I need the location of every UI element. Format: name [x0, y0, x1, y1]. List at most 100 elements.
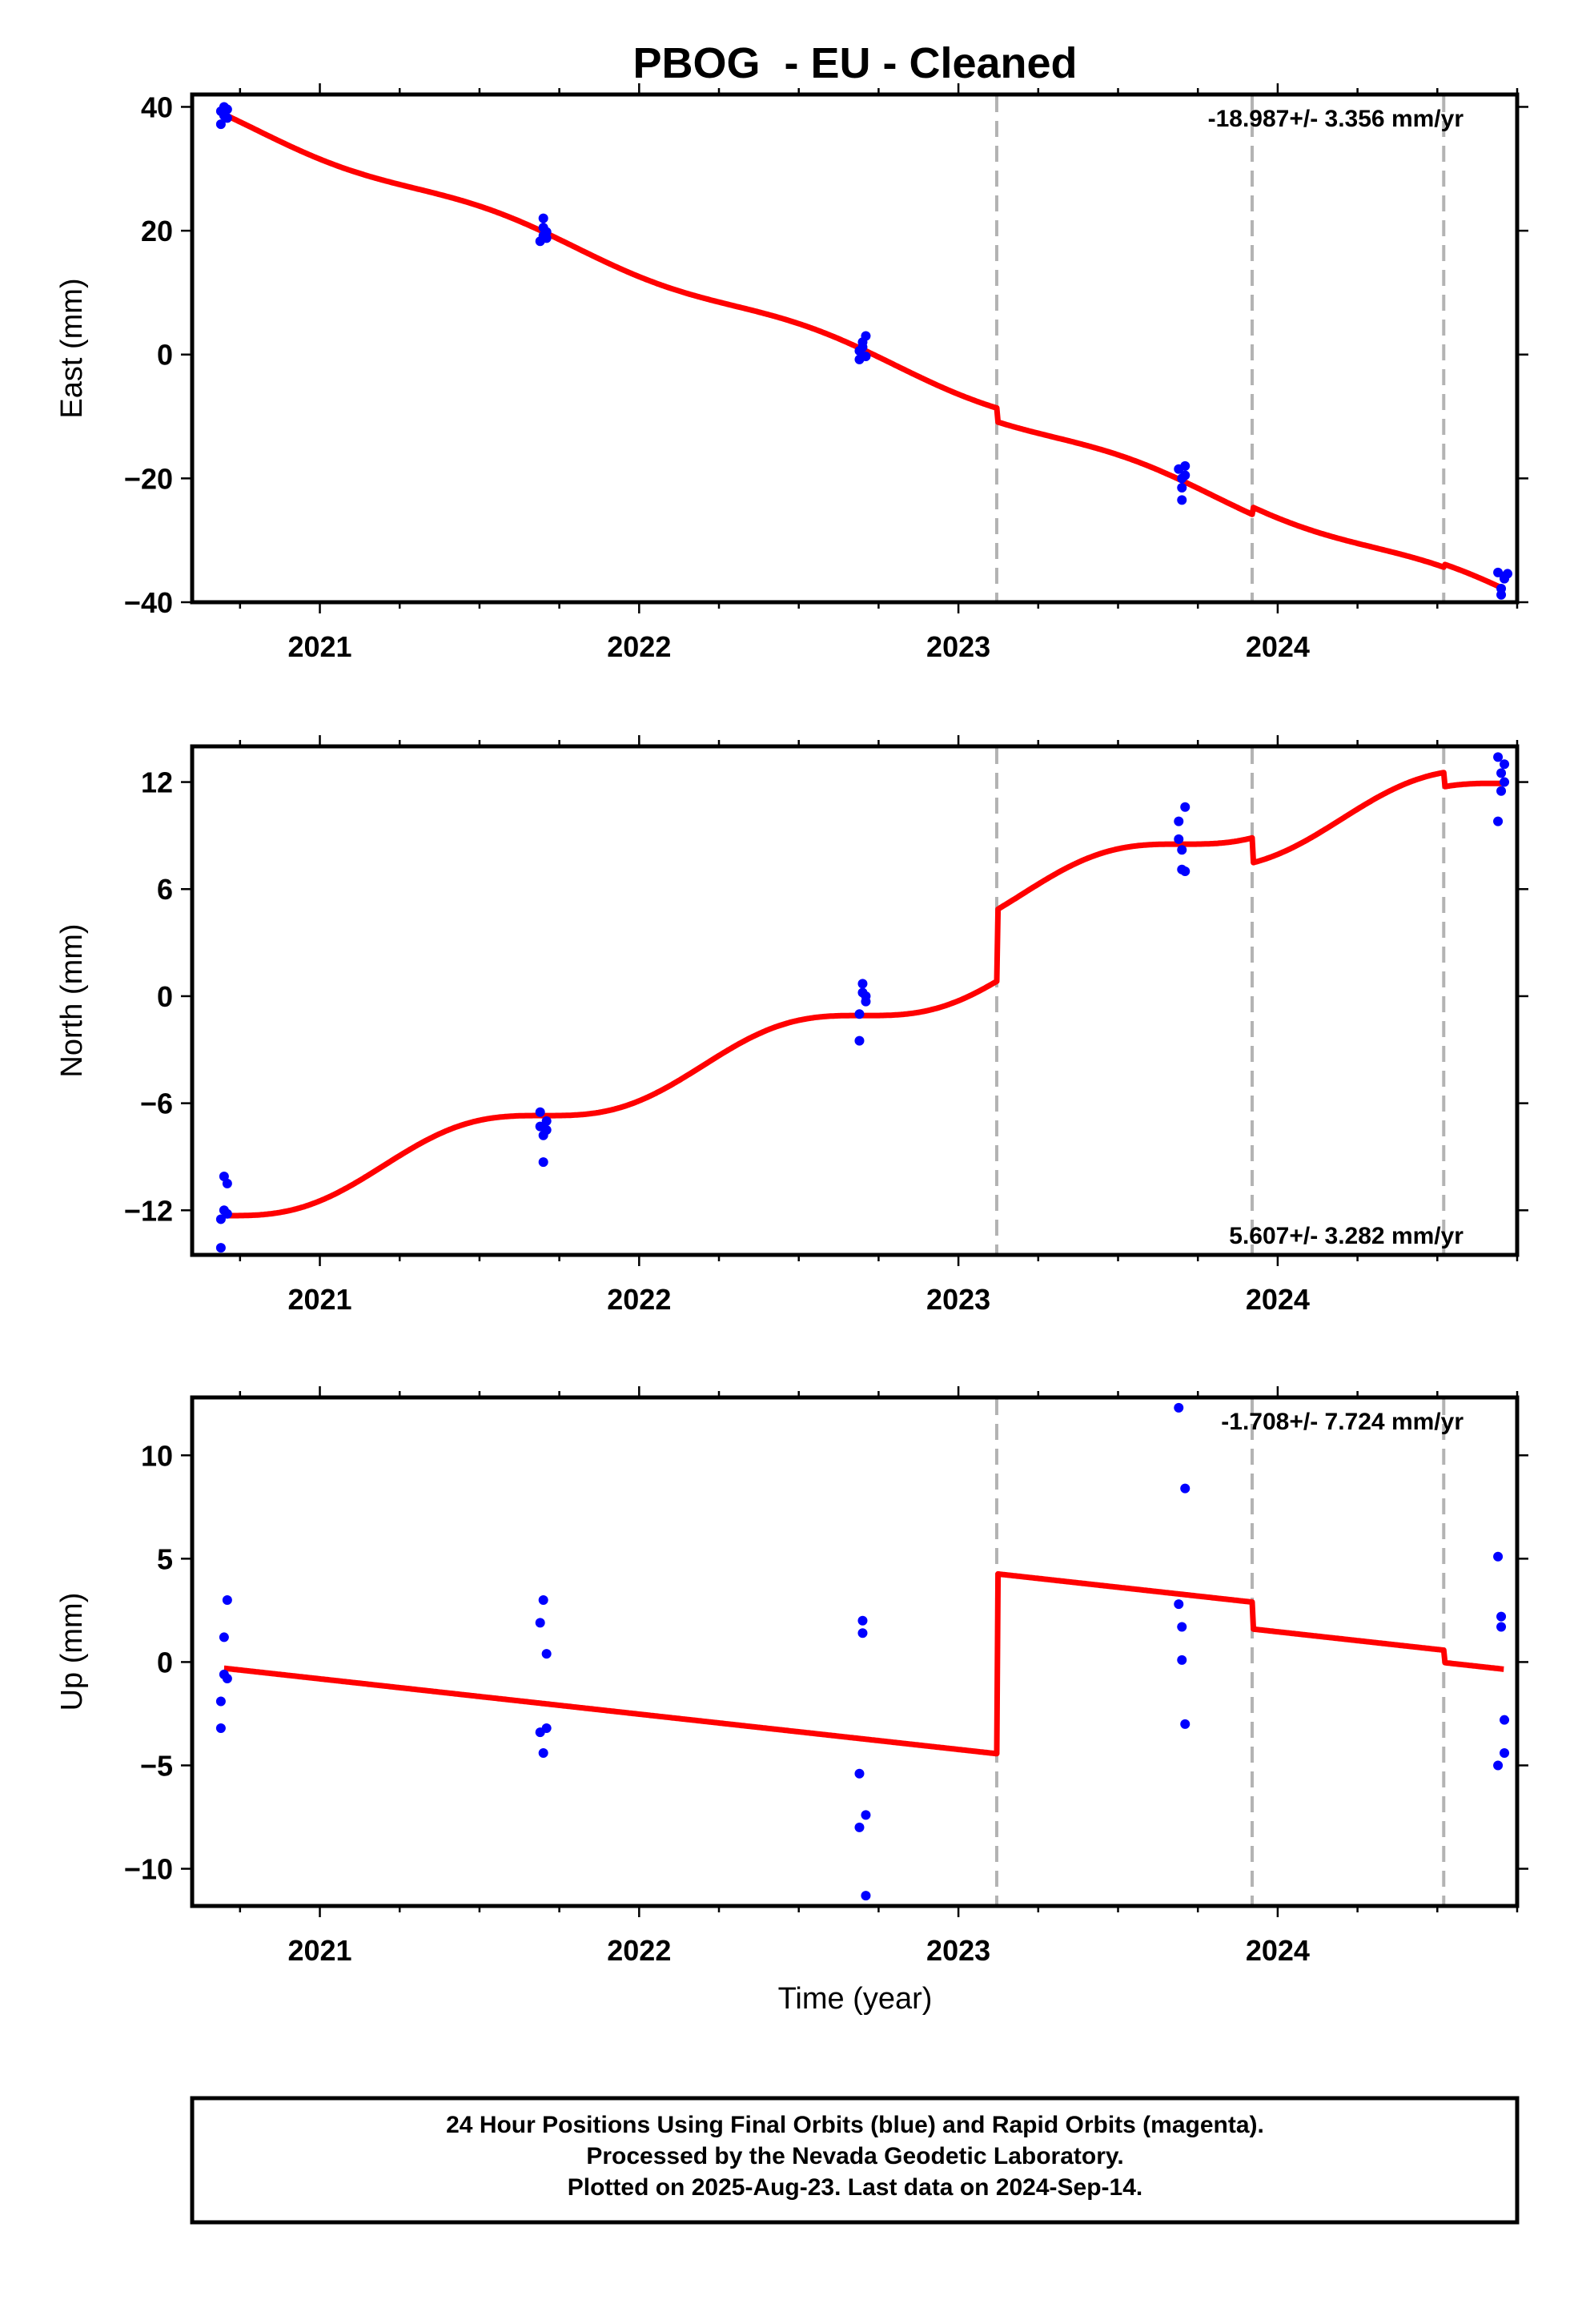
y-tick-label: 6: [157, 873, 173, 906]
data-point: [1174, 1599, 1184, 1610]
data-point: [222, 1208, 232, 1219]
data-point: [1496, 786, 1507, 796]
y-tick-label: −40: [124, 586, 173, 619]
data-point: [222, 1594, 232, 1605]
data-point: [535, 1107, 545, 1117]
panel-frame: [190, 92, 1520, 605]
data-point: [541, 1116, 552, 1126]
data-point: [857, 1628, 868, 1638]
data-point: [1500, 759, 1510, 770]
y-tick-label: −6: [140, 1088, 173, 1120]
data-point: [1177, 845, 1187, 855]
chart-title: PBOG - EU - Cleaned: [632, 39, 1077, 87]
fit-line: [223, 1570, 1506, 1757]
data-point: [1180, 470, 1191, 480]
y-tick-label: −12: [124, 1194, 173, 1227]
data-point: [861, 996, 871, 1007]
data-point: [1493, 1760, 1504, 1771]
y-axis-label: East (mm): [55, 278, 89, 418]
x-tick-label: 2024: [1246, 630, 1310, 663]
data-point: [541, 227, 552, 237]
data-point: [854, 1009, 865, 1019]
data-point: [1174, 834, 1184, 844]
data-point: [541, 1723, 552, 1734]
data-point: [222, 1178, 232, 1188]
data-point: [1177, 495, 1187, 505]
data-point: [215, 1723, 226, 1734]
data-point: [1493, 752, 1504, 762]
x-tick-label: 2022: [607, 630, 671, 663]
x-tick-label: 2021: [287, 1283, 351, 1316]
data-point: [1174, 1402, 1184, 1413]
data-point: [857, 979, 868, 989]
y-tick-label: 0: [157, 980, 173, 1013]
data-point: [854, 1035, 865, 1046]
footer-line-3: Plotted on 2025-Aug-23. Last data on 202…: [568, 2174, 1143, 2201]
data-point: [541, 1125, 552, 1136]
y-axis-label: Up (mm): [55, 1593, 89, 1711]
data-point: [219, 1632, 229, 1642]
y-tick-label: −5: [140, 1749, 173, 1782]
x-tick-label: 2021: [287, 630, 351, 663]
data-point: [861, 331, 871, 341]
panel-north: 2021 2022 2023 2024 −12 −6 0 6 12 North (mm) 5.607…: [55, 735, 1528, 1316]
data-point: [1496, 1622, 1507, 1632]
rate-annotation: -1.708+/- 7.724 mm/yr: [1221, 1409, 1464, 1435]
data-point: [538, 1594, 548, 1605]
panel-frame: [190, 1395, 1520, 1908]
y-tick-label: −10: [124, 1853, 173, 1886]
footer-line-2: Processed by the Nevada Geodetic Laborat…: [586, 2143, 1123, 2169]
data-point: [1177, 1655, 1187, 1665]
data-point: [222, 1674, 232, 1684]
data-point: [538, 1157, 548, 1168]
x-tick-label: 2023: [926, 630, 990, 663]
x-tick-label: 2021: [287, 1934, 351, 1967]
x-tick-label: 2022: [607, 1283, 671, 1316]
rate-annotation: 5.607+/- 3.282 mm/yr: [1229, 1223, 1464, 1249]
data-point: [861, 1891, 871, 1901]
data-point: [1177, 1622, 1187, 1632]
y-tick-label: −20: [124, 462, 173, 495]
data-point: [1177, 482, 1187, 493]
footer-box: 24 Hour Positions Using Final Orbits (bl…: [190, 2096, 1520, 2225]
data-point: [1180, 460, 1191, 471]
x-tick-label: 2024: [1246, 1934, 1310, 1967]
y-tick-label: 0: [157, 1646, 173, 1679]
data-point: [1180, 866, 1191, 876]
data-point: [1500, 777, 1510, 787]
data-point: [538, 213, 548, 223]
panel-frame: [190, 744, 1520, 1257]
data-point: [1493, 1551, 1504, 1562]
data-point: [1493, 816, 1504, 826]
footer-frame: [190, 2096, 1520, 2225]
panel-east: 2021 2022 2023 2024 −40 −20 0 20 40 East (mm) -18.…: [55, 83, 1528, 663]
data-point: [1180, 802, 1191, 812]
y-tick-label: 40: [141, 90, 173, 123]
data-point: [215, 1214, 226, 1224]
y-tick-label: 0: [157, 339, 173, 372]
data-point: [1496, 1611, 1507, 1622]
data-point: [1503, 569, 1513, 579]
y-axis-label: North (mm): [55, 923, 89, 1077]
y-tick-label: 5: [157, 1542, 173, 1575]
data-point: [538, 1747, 548, 1758]
y-tick-label: 12: [141, 766, 173, 799]
data-point: [861, 352, 871, 362]
data-point: [215, 1696, 226, 1707]
x-tick-label: 2023: [926, 1934, 990, 1967]
panel-up: 2021 2022 2023 2024 −10 −5 0 5 10 Up (mm) -1.708+/…: [55, 1386, 1528, 1967]
data-point: [857, 1615, 868, 1626]
data-point: [1180, 1719, 1191, 1729]
data-point: [854, 1768, 865, 1779]
rate-annotation: -18.987+/- 3.356 mm/yr: [1208, 106, 1464, 132]
data-point: [215, 1243, 226, 1253]
data-point: [861, 1810, 871, 1820]
data-point: [222, 104, 232, 115]
y-tick-label: 20: [141, 215, 173, 247]
data-point: [1500, 1715, 1510, 1725]
x-tick-label: 2022: [607, 1934, 671, 1967]
data-point: [1496, 589, 1507, 600]
data-point: [541, 1649, 552, 1659]
x-tick-label: 2024: [1246, 1283, 1310, 1316]
